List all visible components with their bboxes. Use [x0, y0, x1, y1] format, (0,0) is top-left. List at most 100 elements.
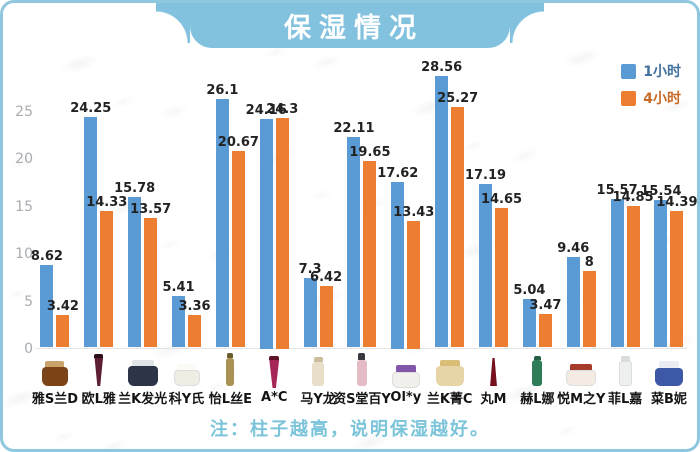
bar-value-label: 8.62 [30, 249, 63, 265]
bar-value-label: 9.46 [557, 241, 590, 257]
bar-1小时: 17.19 [465, 168, 506, 348]
category-label: 丸M [480, 392, 507, 407]
legend-swatch-blue-icon [621, 63, 637, 79]
category-label: 菲L嘉 [607, 392, 643, 407]
bar-1小时: 7.3 [299, 262, 322, 348]
bar-value-label: 13.57 [130, 202, 172, 218]
bar-group: 8.62 3.42 雅S兰D [31, 59, 79, 407]
bar-value-label: 24.25 [70, 100, 112, 116]
y-axis-tick: 15 [15, 198, 33, 215]
title-band: 保湿情况 [156, 3, 544, 48]
bar-1小时: 15.54 [640, 184, 682, 348]
bar-chart: 0 5 10 15 20 25 8.62 3.42 雅S兰D 24.25 14.33 欧L雅 15.7… [9, 59, 697, 407]
bar-value-label: 24.3 [266, 102, 299, 118]
bar-4小时: 8 [582, 256, 596, 348]
bar-value-label: 20.67 [217, 134, 259, 150]
bar-value-label: 6.42 [310, 270, 343, 286]
category-label: 悦M之Y [557, 392, 606, 407]
bar-4小时: 13.57 [130, 203, 171, 348]
y-axis-tick: 0 [24, 341, 33, 357]
bar-group: 5.04 3.47 赫L娜 [513, 59, 561, 407]
bar-group: 15.57 14.85 菲L嘉 [597, 59, 654, 407]
bar-group: 9.46 8 悦M之Y [557, 59, 606, 407]
category-label: 资S堂百Y [333, 392, 391, 407]
brush-icon [489, 358, 498, 386]
bottle-icon [618, 356, 632, 386]
chart-legend: 1小时 4小时 [621, 61, 681, 108]
page-title: 保湿情况 [284, 13, 424, 44]
bar-1小时: 24.25 [70, 101, 111, 348]
bar-4小时: 6.42 [310, 271, 342, 348]
bar-value-label: 3.42 [46, 298, 79, 314]
category-label: A*C [261, 390, 288, 405]
bar-group: 22.11 19.65 资S堂百Y [333, 59, 391, 407]
category-label: 雅S兰D [31, 392, 79, 407]
y-axis-tick: 5 [24, 293, 33, 310]
legend-label: 1小时 [643, 64, 681, 80]
bar-4小时: 24.3 [266, 103, 298, 349]
jar-icon [41, 361, 68, 386]
x-axis-baseline [35, 348, 687, 349]
bar-group: 24.25 14.33 欧L雅 [70, 59, 127, 407]
bar-value-label: 3.36 [178, 299, 211, 315]
tube-icon [532, 356, 543, 386]
bar-1小时: 15.57 [597, 184, 638, 348]
category-label: 兰K菁C [426, 392, 473, 407]
category-label: 菜B妮 [651, 392, 687, 407]
bar-value-label: 22.11 [333, 121, 375, 137]
bar-1小时: 28.56 [421, 60, 462, 348]
category-label: 兰K发光 [118, 392, 168, 407]
category-label: 怡L丝E [208, 392, 252, 407]
bar-group: 7.3 6.42 马Y龙 [296, 59, 343, 407]
bar-value-label: 8 [584, 255, 594, 271]
bar-1小时: 5.41 [162, 280, 195, 348]
bottle-icon [312, 357, 325, 386]
y-axis-tick: 20 [15, 151, 33, 167]
bar-1小时: 8.62 [31, 250, 63, 348]
bar-value-label: 14.39 [656, 194, 698, 210]
bar-1小时: 22.11 [333, 122, 375, 348]
bar-group: 15.78 13.57 兰K发光 [114, 59, 171, 407]
legend-item-1h: 1小时 [621, 61, 681, 81]
bar-4小时: 20.67 [218, 135, 259, 348]
bar-value-label: 3.47 [529, 298, 562, 314]
bar-value-label: 13.43 [393, 205, 435, 221]
bar-value-label: 26.1 [206, 83, 239, 99]
bar-1小时: 15.78 [114, 182, 155, 348]
bottle-icon [356, 353, 367, 386]
jar-icon [391, 365, 420, 388]
bar-value-label: 17.19 [464, 167, 507, 183]
tube-icon [267, 356, 281, 388]
bar-value-label: 5.41 [162, 279, 195, 295]
tube-icon [93, 354, 105, 386]
bar-group: 28.56 25.27 兰K菁C [421, 59, 478, 407]
bar-group: 17.19 14.65 丸M [465, 59, 522, 407]
bar-value-label: 15.78 [114, 181, 156, 197]
bar-4小时: 3.47 [529, 299, 561, 348]
bar-value-label: 19.65 [349, 144, 391, 160]
bar-value-label: 15.57 [596, 183, 638, 199]
bar-value-label: 14.65 [480, 192, 523, 208]
bar-value-label: 25.27 [437, 91, 479, 107]
bar-4小时: 13.43 [393, 206, 434, 349]
bar-group: 17.62 13.43 Ol*y [377, 59, 434, 407]
bar-1小时: 24.16 [246, 104, 287, 349]
jar-icon [566, 364, 597, 386]
bar-value-label: 7.3 [298, 261, 322, 277]
bar-group: 24.16 24.3 A*C [246, 59, 299, 407]
legend-item-4h: 4小时 [621, 88, 681, 108]
bar-4小时: 3.36 [178, 300, 211, 348]
jar-icon [435, 360, 464, 386]
bar-1小时: 9.46 [557, 242, 589, 348]
category-label: Ol*y [390, 390, 422, 405]
bar-value-label: 24.16 [245, 103, 287, 119]
bar-value-label: 15.54 [640, 183, 682, 199]
footnote: 注：柱子越高，说明保湿越好。 [210, 419, 490, 440]
category-label: 马Y龙 [300, 392, 336, 407]
bar-group: 5.41 3.36 科Y氏 [162, 59, 211, 407]
bar-value-label: 17.62 [377, 165, 419, 181]
y-axis: 0 5 10 15 20 25 [11, 59, 33, 407]
y-axis-tick: 10 [15, 246, 33, 262]
legend-swatch-orange-icon [621, 90, 637, 106]
